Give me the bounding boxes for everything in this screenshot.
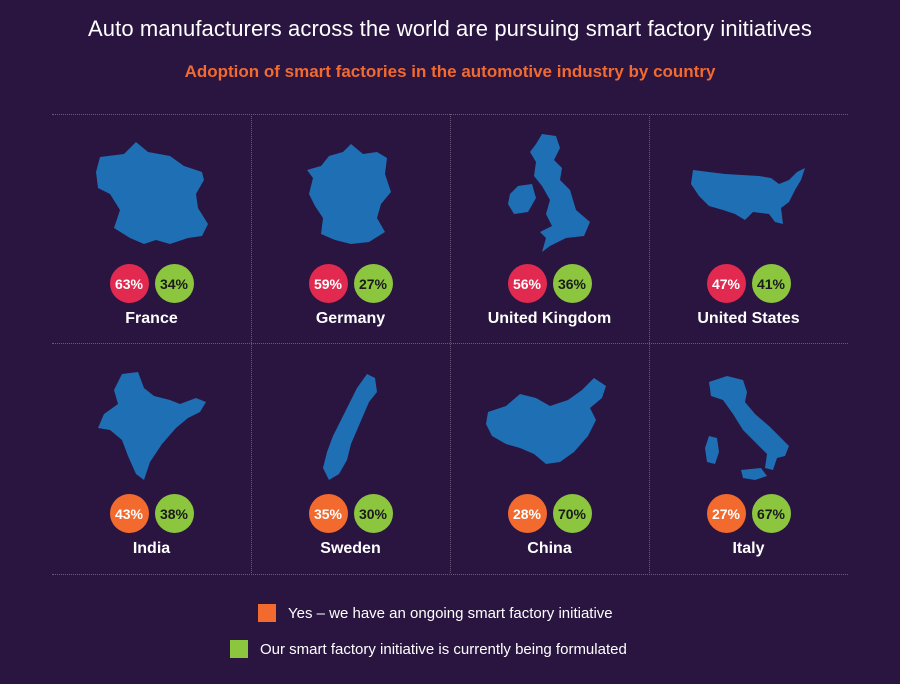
- formulated-percent-badge: 30%: [353, 494, 393, 533]
- country-label: India: [132, 540, 171, 557]
- green-square-icon: [230, 640, 248, 658]
- legend-label-formulated: Our smart factory initiative is currentl…: [260, 640, 627, 658]
- country-label: Germany: [315, 310, 386, 327]
- legend-item-formulated: Our smart factory initiative is currentl…: [230, 639, 627, 659]
- united-kingdom-map-icon: [450, 114, 649, 264]
- yes-percent-badge: 59%: [308, 264, 348, 303]
- yes-percent-badge: 35%: [308, 494, 348, 533]
- country-label: France: [125, 310, 178, 327]
- legend-item-yes: Yes – we have an ongoing smart factory i…: [258, 603, 613, 623]
- country-card-united-states: 47% 41% United States: [649, 114, 848, 343]
- formulated-percent-badge: 27%: [353, 264, 393, 303]
- orange-square-icon: [258, 604, 276, 622]
- country-card-united-kingdom: 56% 36% United Kingdom: [450, 114, 649, 343]
- country-card-sweden: 35% 30% Sweden: [251, 344, 450, 573]
- italy-map-icon: [649, 344, 848, 494]
- formulated-percent-badge: 36%: [552, 264, 592, 303]
- grid-divider-vertical-2: [450, 114, 451, 573]
- yes-percent-badge: 63%: [109, 264, 149, 303]
- yes-percent-badge: 56%: [507, 264, 547, 303]
- country-label: United Kingdom: [487, 310, 612, 327]
- formulated-percent-badge: 38%: [154, 494, 194, 533]
- legend-label-yes: Yes – we have an ongoing smart factory i…: [288, 604, 613, 622]
- grid-divider-vertical-3: [649, 114, 650, 573]
- country-card-germany: 59% 27% Germany: [251, 114, 450, 343]
- country-label: Sweden: [320, 540, 381, 557]
- united-states-map-icon: [649, 114, 848, 264]
- country-card-italy: 27% 67% Italy: [649, 344, 848, 573]
- chart-subtitle: Adoption of smart factories in the autom…: [184, 62, 716, 81]
- formulated-percent-badge: 34%: [154, 264, 194, 303]
- germany-map-icon: [251, 114, 450, 264]
- grid-divider-vertical-1: [251, 114, 252, 573]
- china-map-icon: [450, 344, 649, 494]
- sweden-map-icon: [251, 344, 450, 494]
- country-card-france: 63% 34% France: [52, 114, 251, 343]
- formulated-percent-badge: 67%: [751, 494, 791, 533]
- yes-percent-badge: 47%: [706, 264, 746, 303]
- country-card-china: 28% 70% China: [450, 344, 649, 573]
- france-map-icon: [52, 114, 251, 264]
- formulated-percent-badge: 41%: [751, 264, 791, 303]
- yes-percent-badge: 27%: [706, 494, 746, 533]
- formulated-percent-badge: 70%: [552, 494, 592, 533]
- india-map-icon: [52, 344, 251, 494]
- country-label: United States: [697, 310, 800, 327]
- country-card-india: 43% 38% India: [52, 344, 251, 573]
- country-label: Italy: [732, 540, 765, 557]
- country-label: China: [527, 540, 572, 557]
- yes-percent-badge: 43%: [109, 494, 149, 533]
- page-title: Auto manufacturers across the world are …: [88, 16, 812, 41]
- yes-percent-badge: 28%: [507, 494, 547, 533]
